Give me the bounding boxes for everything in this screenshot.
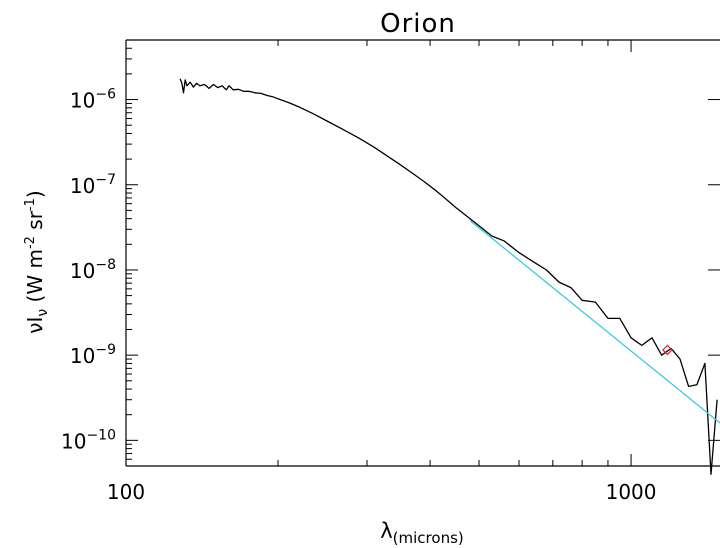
fit-line <box>469 220 720 424</box>
y-tick-exponent: −9 <box>95 342 116 358</box>
y-tick-label: 10−6 <box>70 87 116 113</box>
y-tick-base: 10 <box>70 344 95 368</box>
y-tick-base: 10 <box>61 429 86 453</box>
y-tick-exponent: −8 <box>95 257 116 273</box>
x-tick-labels: 100 1000 <box>107 480 657 504</box>
y-axis-label-part: ν <box>35 309 51 317</box>
y-tick-label: 10−7 <box>70 172 116 198</box>
spectrum-line <box>179 78 718 475</box>
y-axis-label-part: sr <box>23 210 47 236</box>
y-axis-label-part: ) <box>23 190 47 198</box>
y-axis-label-part: νI <box>23 317 47 334</box>
x-axis-label-main: λ <box>380 519 392 543</box>
diamond-marker <box>662 344 673 356</box>
y-tick-label: 10−8 <box>70 257 116 283</box>
y-tick-exponent: −7 <box>95 172 116 188</box>
x-tick-label: 1000 <box>606 480 657 504</box>
y-axis-label-part: -2 <box>23 236 38 249</box>
y-axis-label-part: -1 <box>23 198 38 211</box>
x-tick-label: 100 <box>107 480 145 504</box>
y-tick-exponent: −6 <box>95 87 116 103</box>
axis-ticks <box>125 39 720 467</box>
y-tick-label: 10−10 <box>61 427 116 453</box>
y-axis-label-part: (W m <box>23 249 47 309</box>
series-group <box>179 78 720 475</box>
y-tick-labels: 10−610−710−810−910−10 <box>61 87 116 454</box>
y-tick-base: 10 <box>70 174 95 198</box>
x-axis-label-sub: (microns) <box>393 529 464 547</box>
chart-title: Orion <box>380 9 456 39</box>
y-tick-base: 10 <box>70 89 95 113</box>
plot-frame <box>125 39 720 467</box>
y-tick-label: 10−9 <box>70 342 116 368</box>
y-axis-label: νIν (W m-2 sr-1) <box>23 190 51 333</box>
y-tick-exponent: −10 <box>86 427 116 443</box>
y-tick-base: 10 <box>70 259 95 283</box>
x-axis-label: λ(microns) <box>380 519 464 547</box>
